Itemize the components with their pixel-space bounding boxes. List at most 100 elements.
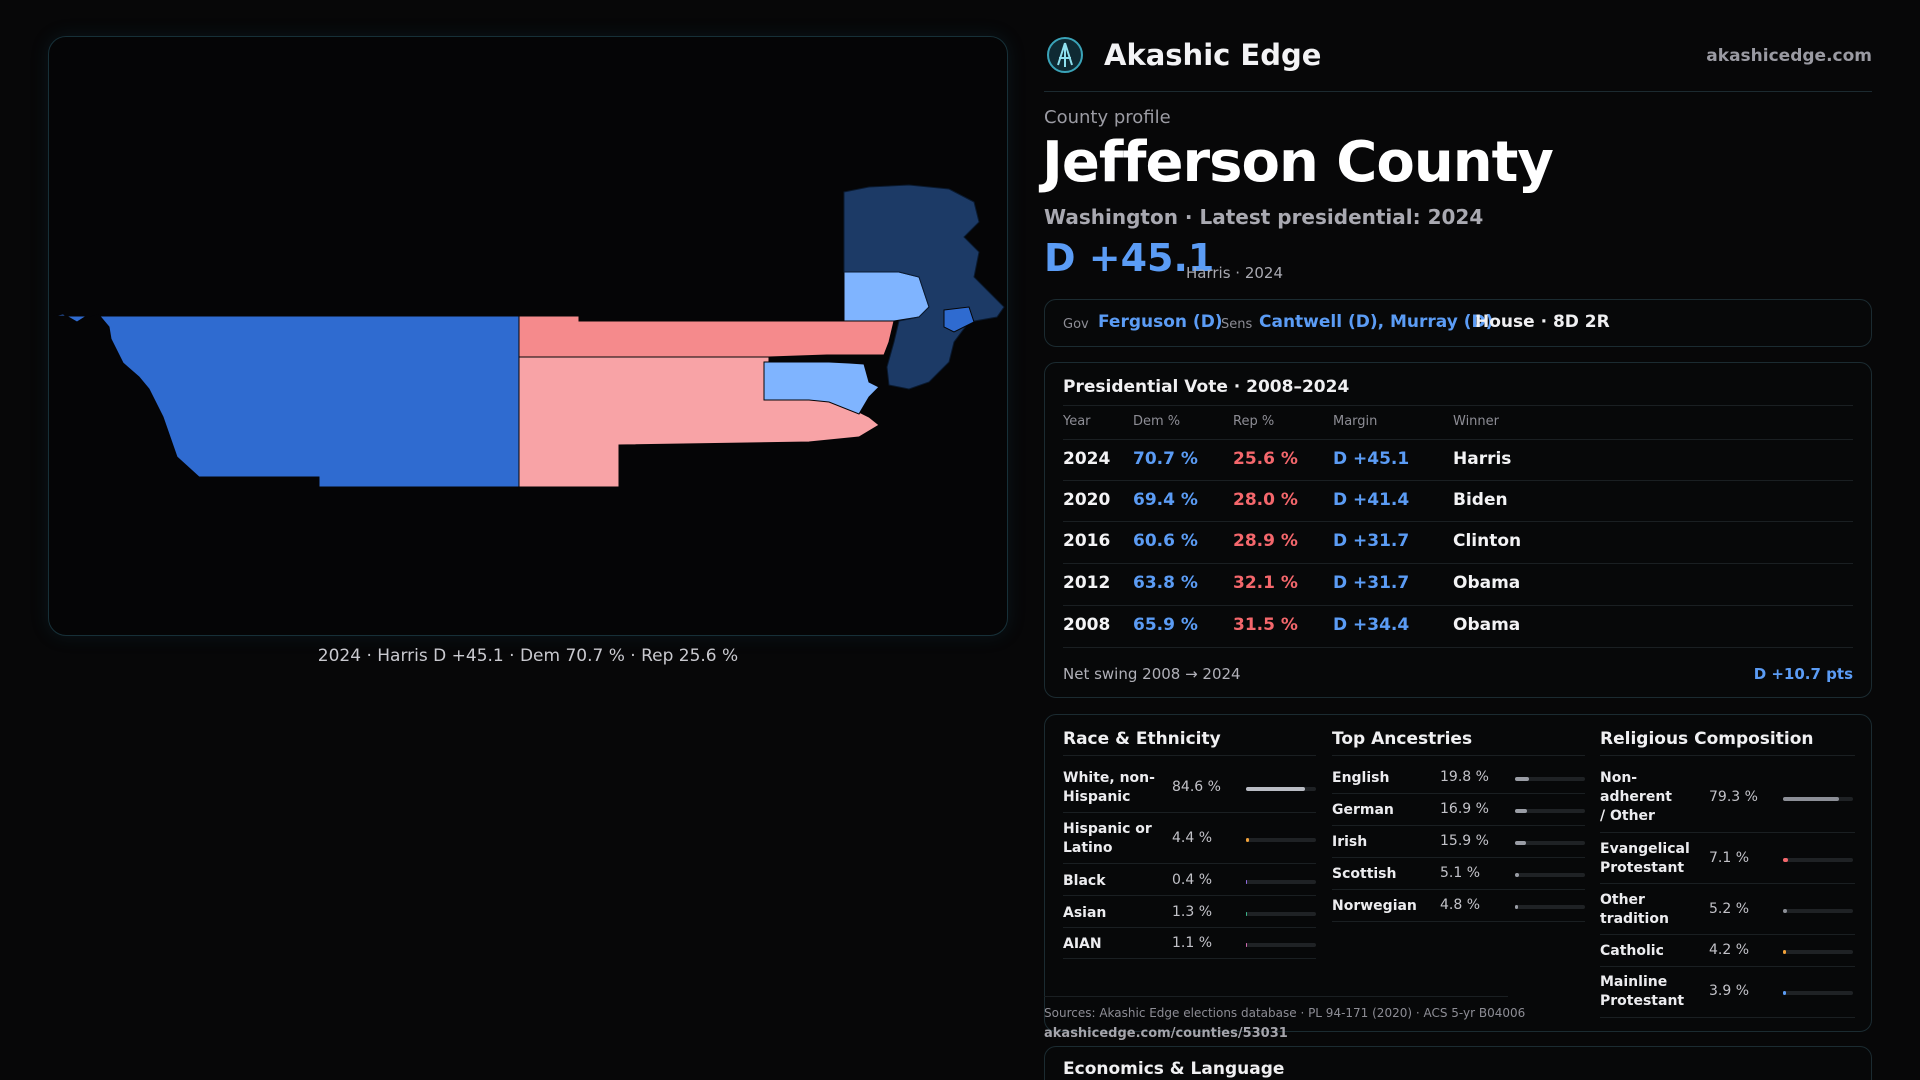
divider: [1600, 966, 1855, 967]
map-region-west: [52, 313, 520, 488]
profile-kicker: County profile: [1044, 107, 1171, 128]
col-header-rep: Rep %: [1233, 414, 1275, 429]
col-header-margin: Margin: [1333, 414, 1378, 429]
divider: [1063, 927, 1316, 928]
race-bar: [1246, 943, 1316, 947]
map-region-ne-dark: [843, 184, 1005, 390]
race-bar-fill: [1246, 912, 1248, 916]
race-bar-fill: [1246, 943, 1248, 947]
race-bar: [1246, 912, 1316, 916]
row-margin: D +31.7: [1333, 531, 1410, 551]
divider: [1063, 439, 1853, 440]
row-dem: 65.9 %: [1133, 615, 1198, 635]
ancestry-bar: [1515, 873, 1585, 877]
ancestry-value: 15.9 %: [1440, 833, 1489, 849]
ancestry-label: Irish: [1332, 834, 1368, 850]
ancestry-bar: [1515, 777, 1585, 781]
row-rep: 28.9 %: [1233, 531, 1298, 551]
race-bar-fill: [1246, 880, 1248, 884]
race-bar: [1246, 787, 1316, 791]
map-region-ne-bright: [943, 306, 975, 333]
divider: [1332, 857, 1585, 858]
map-region-ne-light: [843, 271, 930, 322]
row-year: 2008: [1063, 615, 1111, 635]
religion-bar: [1783, 909, 1853, 913]
headline-margin: D +45.1: [1044, 236, 1215, 280]
divider: [1332, 793, 1585, 794]
profile-subtitle: Washington · Latest presidential: 2024: [1044, 205, 1484, 229]
county-map[interactable]: [48, 36, 1008, 636]
row-rep: 32.1 %: [1233, 573, 1298, 593]
row-winner: Obama: [1453, 615, 1521, 635]
row-dem: 60.6 %: [1133, 531, 1198, 551]
gov-label: Gov: [1063, 317, 1089, 332]
race-value: 0.4 %: [1172, 872, 1213, 888]
divider: [1063, 405, 1853, 406]
race-label: Hispanic or Latino: [1063, 821, 1152, 856]
race-label: Black: [1063, 873, 1106, 889]
divider: [1063, 563, 1853, 564]
brand-site-link[interactable]: akashicedge.com: [1706, 46, 1872, 66]
county-map-svg: [52, 184, 1005, 488]
sources-url-link[interactable]: akashicedge.com/counties/53031: [1044, 1026, 1288, 1041]
race-value: 4.4 %: [1172, 830, 1213, 846]
race-bar-fill: [1246, 838, 1250, 842]
religion-label: Non-adherent / Other: [1600, 770, 1672, 824]
brand-name: Akashic Edge: [1104, 38, 1322, 72]
row-year: 2012: [1063, 573, 1111, 593]
ancestry-value: 5.1 %: [1440, 865, 1481, 881]
religion-bar-fill: [1783, 950, 1786, 954]
ancestry-bar-fill: [1515, 841, 1527, 845]
ancestry-value: 4.8 %: [1440, 897, 1481, 913]
ancestry-value: 19.8 %: [1440, 769, 1489, 785]
col-header-winner: Winner: [1453, 414, 1500, 429]
row-dem: 69.4 %: [1133, 490, 1198, 510]
row-margin: D +45.1: [1333, 449, 1410, 469]
divider: [1063, 958, 1316, 959]
religion-bar-fill: [1783, 797, 1839, 801]
religion-bar-fill: [1783, 858, 1788, 862]
race-value: 1.3 %: [1172, 904, 1213, 920]
economics-title: Economics & Language: [1063, 1059, 1285, 1079]
row-winner: Biden: [1453, 490, 1508, 510]
row-dem: 70.7 %: [1133, 449, 1198, 469]
row-rep: 28.0 %: [1233, 490, 1298, 510]
page-title: Jefferson County: [1042, 130, 1554, 195]
demographics-card: Race & Ethnicity Top Ancestries Religiou…: [1044, 714, 1872, 1032]
ancestry-title: Top Ancestries: [1332, 729, 1473, 749]
divider: [1063, 521, 1853, 522]
religion-value: 4.2 %: [1709, 942, 1750, 958]
map-caption: 2024 · Harris D +45.1 · Dem 70.7 % · Rep…: [317, 646, 739, 666]
ancestry-bar-fill: [1515, 873, 1519, 877]
ancestry-bar: [1515, 809, 1585, 813]
religion-value: 3.9 %: [1709, 983, 1750, 999]
divider: [1063, 895, 1316, 896]
religion-value: 5.2 %: [1709, 901, 1750, 917]
governor-link[interactable]: Ferguson (D): [1098, 312, 1223, 332]
divider: [1600, 755, 1855, 756]
map-region-central: [518, 315, 895, 358]
divider: [1332, 825, 1585, 826]
religion-bar: [1783, 950, 1853, 954]
ancestry-label: Scottish: [1332, 866, 1397, 882]
religion-bar-fill: [1783, 909, 1787, 913]
divider: [1063, 480, 1853, 481]
ancestry-bar-fill: [1515, 809, 1527, 813]
row-margin: D +41.4: [1333, 490, 1410, 510]
divider: [1063, 755, 1316, 756]
ancestry-bar-fill: [1515, 905, 1519, 909]
ancestry-label: English: [1332, 770, 1390, 786]
brand-header: Akashic Edge akashicedge.com: [1044, 36, 1872, 92]
row-year: 2016: [1063, 531, 1111, 551]
divider: [1600, 832, 1855, 833]
ancestry-bar: [1515, 905, 1585, 909]
race-title: Race & Ethnicity: [1063, 729, 1221, 749]
row-year: 2024: [1063, 449, 1111, 469]
religion-label: Catholic: [1600, 943, 1664, 959]
ancestry-bar-fill: [1515, 777, 1529, 781]
senators-link[interactable]: Cantwell (D), Murray (D): [1259, 312, 1494, 332]
race-bar: [1246, 880, 1316, 884]
map-region-east-light: [763, 361, 880, 415]
divider: [1063, 647, 1853, 648]
ancestry-label: Norwegian: [1332, 898, 1417, 914]
